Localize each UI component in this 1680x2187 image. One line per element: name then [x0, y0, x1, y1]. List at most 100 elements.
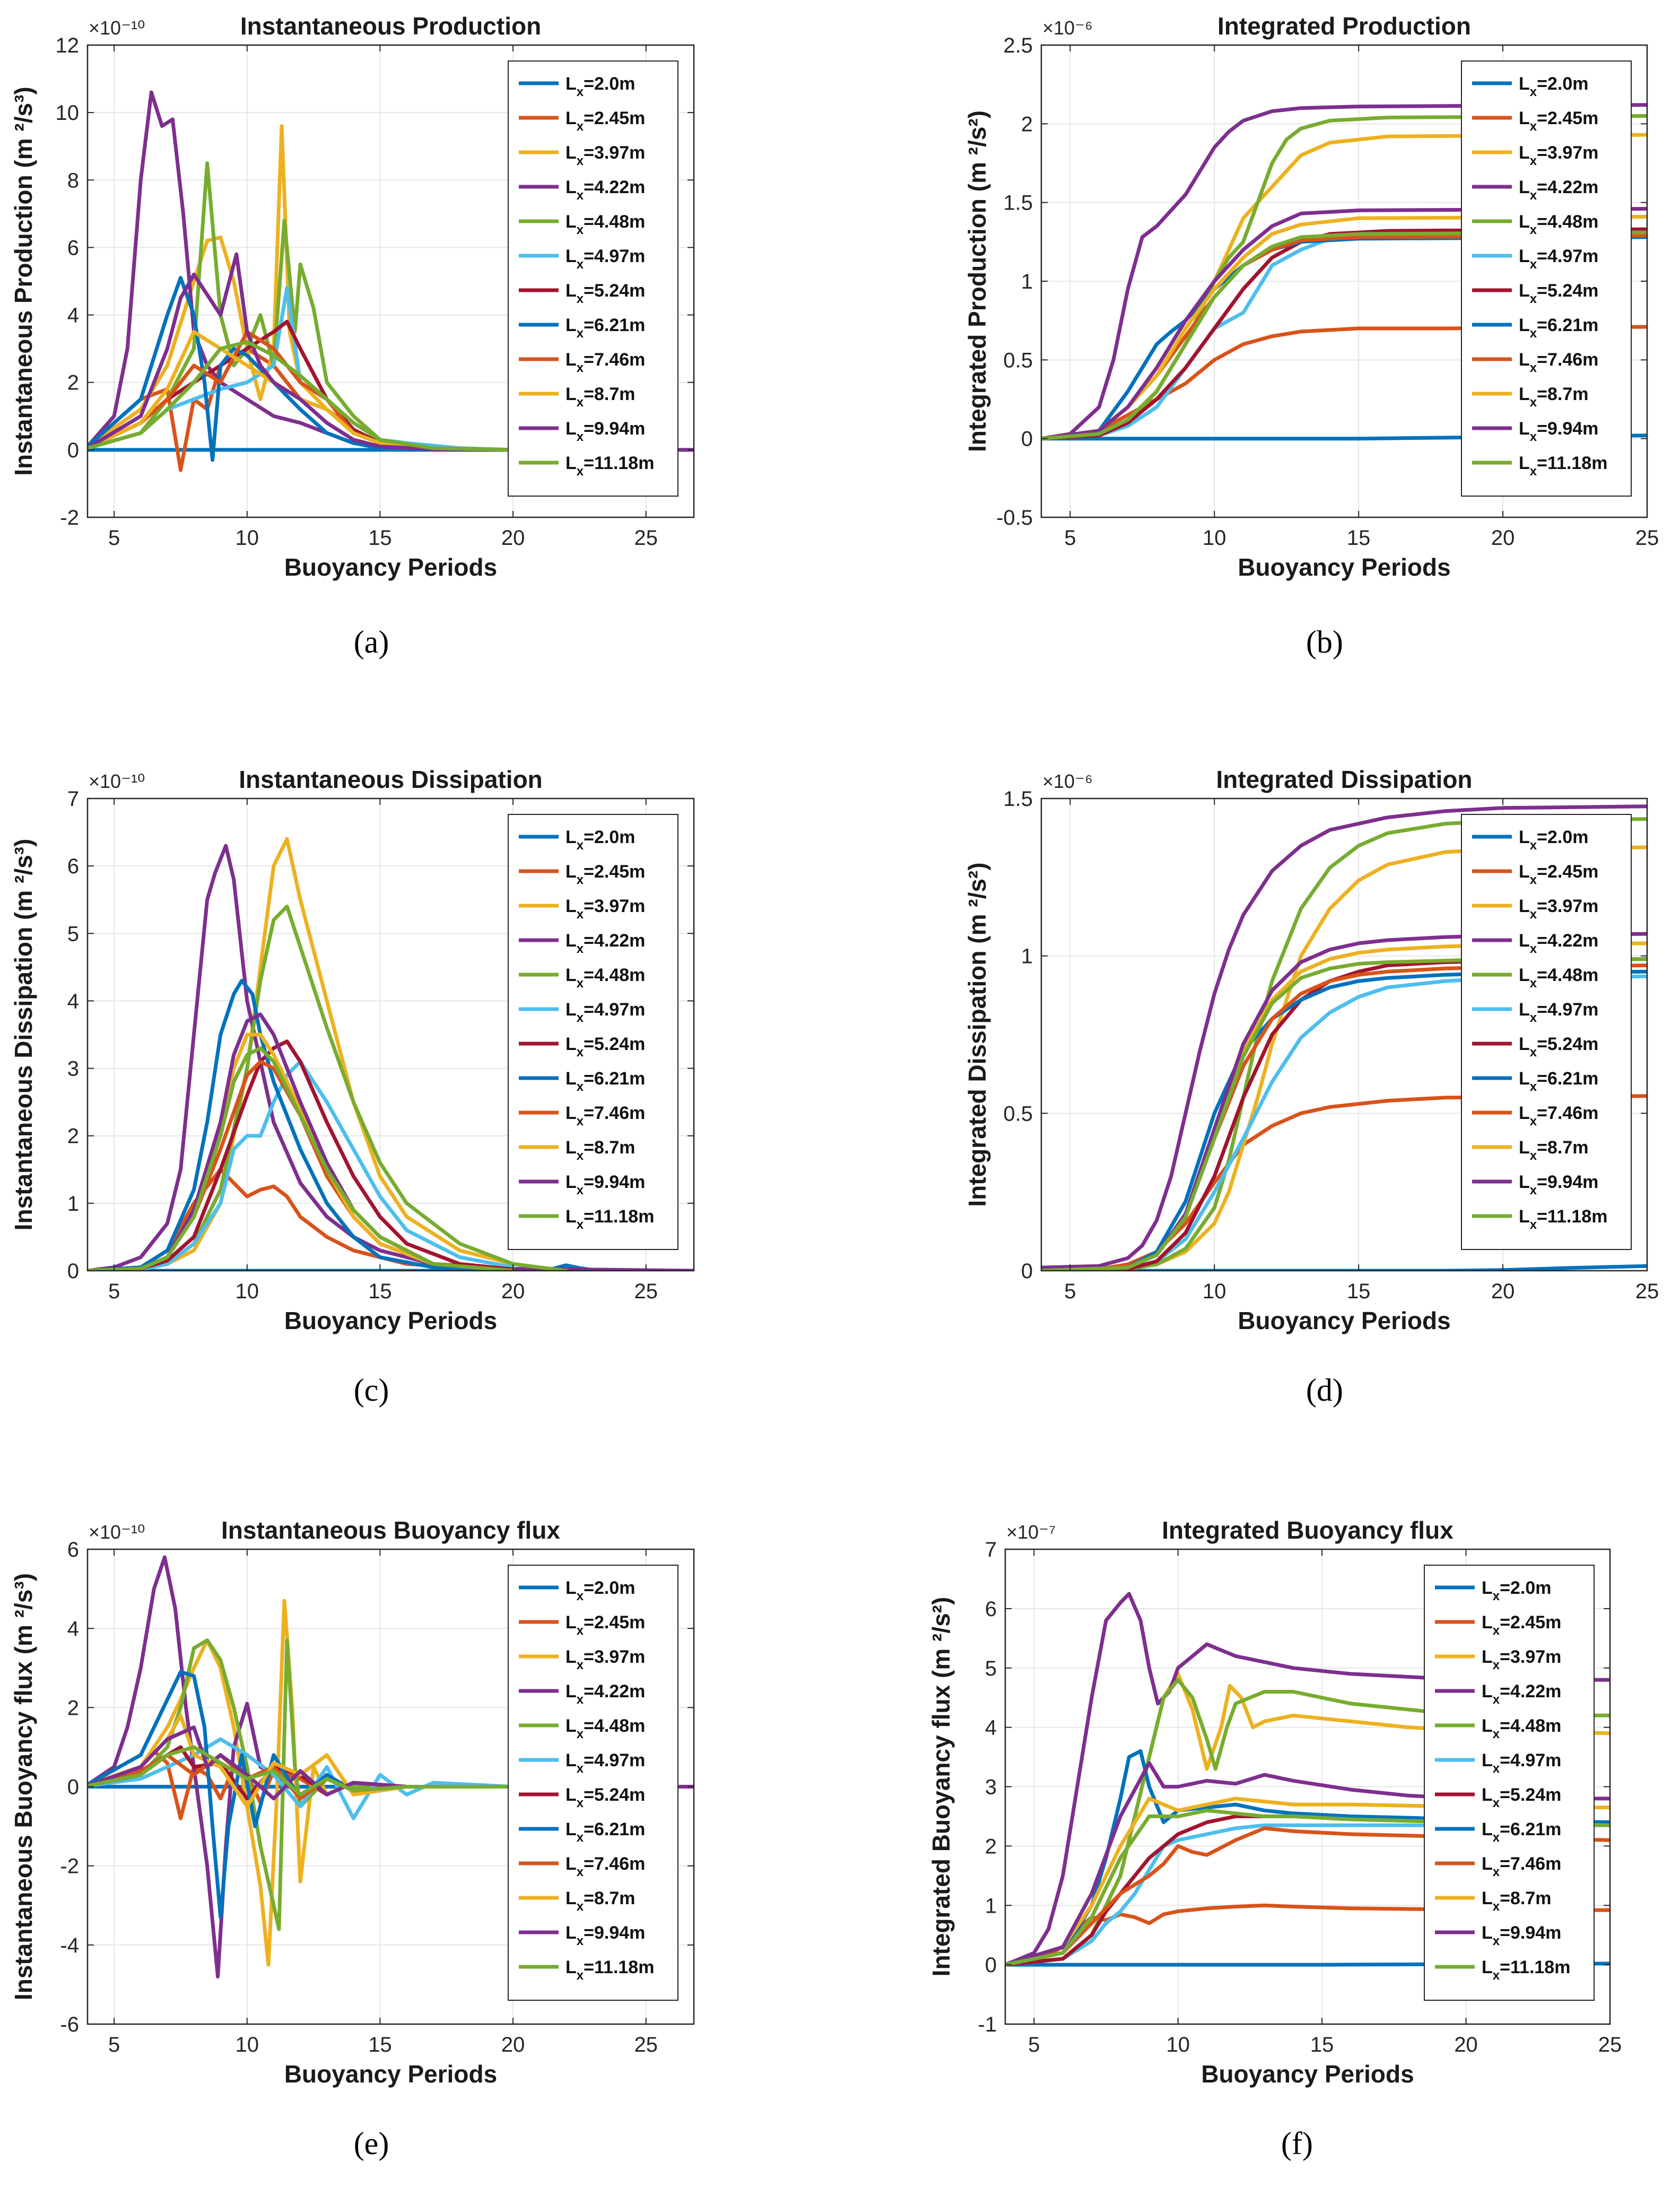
- legend-main: L: [565, 1103, 577, 1123]
- y-tick-label: 3: [67, 1057, 79, 1081]
- legend-sub: x: [577, 942, 584, 956]
- series-line-11: [88, 252, 515, 452]
- legend-rest: =4.22m: [1500, 1681, 1561, 1702]
- legend-rest: =11.18m: [1500, 1957, 1570, 1977]
- legend-rest: =8.7m: [584, 1138, 635, 1158]
- x-tick-label: 15: [1347, 1280, 1371, 1303]
- legend-sub: x: [1530, 942, 1537, 956]
- x-tick-label: 25: [634, 526, 658, 550]
- legend-rest: =2.45m: [584, 1612, 645, 1633]
- series-line-8: [1041, 969, 1647, 1271]
- y-tick-label: 5: [985, 1657, 997, 1680]
- legend-main: L: [565, 453, 577, 473]
- x-tick-label: 5: [108, 2033, 120, 2056]
- series-line-11: [88, 1725, 515, 1801]
- x-tick-label: 5: [108, 1280, 120, 1303]
- series-line-3: [88, 837, 568, 1271]
- y-tick-label: 4: [67, 1617, 79, 1641]
- legend-main: L: [565, 931, 577, 951]
- legend-sub: x: [1530, 464, 1537, 479]
- legend-entry-8: Lx=6.21m: [565, 1069, 645, 1094]
- y-tick-label: 3: [985, 1776, 997, 1799]
- legend-rest: =4.97m: [584, 1750, 645, 1771]
- legend-entry-8: Lx=6.21m: [1519, 1069, 1598, 1094]
- legend-main: L: [565, 350, 577, 370]
- legend-main: L: [1482, 1681, 1493, 1702]
- legend-sub: x: [577, 873, 584, 887]
- legend-sub: x: [577, 976, 584, 991]
- legend-main: L: [565, 1888, 577, 1908]
- legend-sub: x: [577, 257, 584, 272]
- legend-entry-4: Lx=4.22m: [1519, 177, 1598, 203]
- legend-entry-6: Lx=4.97m: [565, 1000, 645, 1025]
- legend-box: [508, 1565, 678, 2001]
- legend-rest: =8.7m: [1500, 1888, 1551, 1908]
- legend-entry-12: Lx=11.18m: [1519, 453, 1607, 479]
- legend-sub: x: [577, 326, 584, 341]
- legend-sub: x: [1530, 1011, 1537, 1025]
- legend-main: L: [565, 1138, 577, 1158]
- legend-main: L: [1519, 1172, 1530, 1192]
- legend-entry-12: Lx=11.18m: [565, 1207, 654, 1232]
- legend-sub: x: [1530, 361, 1537, 375]
- x-axis-label: Buoyancy Periods: [284, 1307, 497, 1334]
- y-tick-label: 1: [1021, 945, 1033, 968]
- legend-main: L: [565, 965, 577, 985]
- legend-main: L: [1519, 384, 1530, 404]
- legend-main: L: [1519, 1034, 1530, 1054]
- y-tick-label: 12: [56, 34, 80, 57]
- y-tick-label: -4: [60, 1934, 79, 1957]
- legend-sub: x: [577, 1114, 584, 1129]
- legend-rest: =4.22m: [1537, 177, 1598, 197]
- legend-main: L: [565, 1785, 577, 1805]
- legend-rest: =3.97m: [584, 1647, 645, 1667]
- y-tick-label: -1: [978, 2013, 997, 2036]
- legend-entry-10: Lx=8.7m: [1519, 1138, 1589, 1163]
- legend-rest: =11.18m: [584, 453, 654, 473]
- chart-d: 5 10 15 20 25 0 0.5 1 1.5 Integrated Dissipation ×…: [963, 766, 1659, 1408]
- x-tick-label: 25: [1635, 1280, 1659, 1303]
- legend-main: L: [1519, 419, 1530, 439]
- legend-main: L: [565, 1923, 577, 1943]
- x-tick-label: 20: [501, 2033, 525, 2056]
- legend-main: L: [1519, 453, 1530, 473]
- legend-rest: =2.45m: [1537, 108, 1598, 128]
- legend-rest: =2.0m: [1500, 1578, 1551, 1598]
- legend-sub: x: [577, 223, 584, 237]
- legend-rest: =7.46m: [1500, 1854, 1561, 1874]
- legend-entry-3: Lx=3.97m: [1519, 143, 1598, 168]
- legend-rest: =4.48m: [1537, 965, 1598, 985]
- y-tick-label: 4: [985, 1716, 997, 1740]
- x-tick-label: 10: [1203, 526, 1226, 550]
- series-line-8: [88, 978, 515, 1271]
- x-tick-label: 5: [108, 526, 120, 550]
- legend-entry-6: Lx=4.97m: [1519, 246, 1598, 272]
- legend-entry-5: Lx=4.48m: [1482, 1716, 1561, 1741]
- y-tick-label: -0.5: [996, 506, 1033, 530]
- legend: Lx=2.0mLx=2.45mLx=3.97mLx=4.22mLx=4.48mL…: [1461, 60, 1632, 497]
- legend-sub: x: [1530, 154, 1537, 168]
- legend-main: L: [565, 1034, 577, 1054]
- legend-entry-12: Lx=11.18m: [1482, 1957, 1570, 1983]
- legend-main: L: [1519, 1207, 1530, 1227]
- x-tick-label: 20: [1491, 526, 1515, 550]
- legend-rest: =5.24m: [584, 281, 645, 301]
- legend-main: L: [565, 315, 577, 335]
- legend-rest: =4.48m: [584, 1716, 645, 1736]
- y-tick-label: 0.5: [1003, 1102, 1033, 1125]
- legend-entry-8: Lx=6.21m: [565, 1819, 645, 1845]
- legend-main: L: [1519, 350, 1530, 370]
- legend-entry-7: Lx=5.24m: [565, 1034, 645, 1060]
- series-group: [88, 837, 694, 1271]
- legend-entry-2: Lx=2.45m: [565, 1612, 645, 1638]
- legend-main: L: [565, 1750, 577, 1771]
- series-group: [88, 1555, 694, 1978]
- legend-sub: x: [1493, 1693, 1500, 1707]
- y-tick-label: 2: [67, 1696, 79, 1720]
- legend-entry-11: Lx=9.94m: [1519, 1172, 1598, 1197]
- legend-sub: x: [1530, 326, 1537, 341]
- series-line-4: [1005, 1592, 1610, 1967]
- legend-main: L: [565, 1819, 577, 1839]
- x-tick-label: 25: [634, 1280, 658, 1303]
